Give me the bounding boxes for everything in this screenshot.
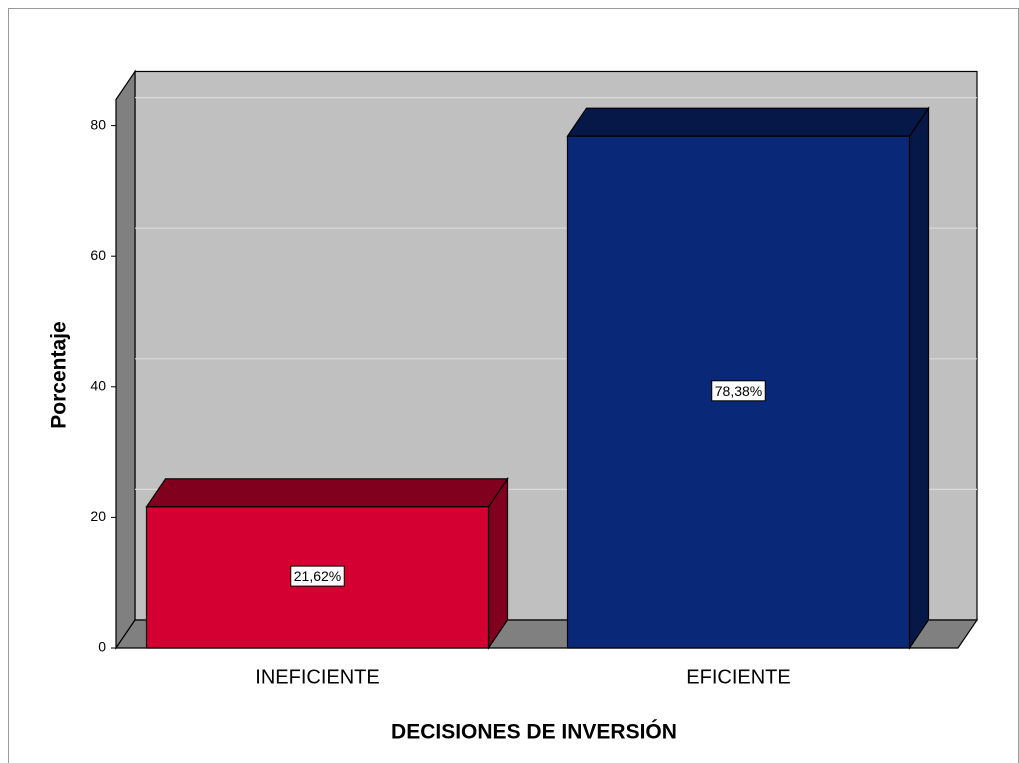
value-label: 78,38% [715, 383, 762, 399]
plot-area: 0 20 40 60 80 21,62% INEFICIENTE 78,38% EFICIENT… [90, 69, 979, 688]
y-tick-label: 0 [98, 639, 106, 655]
x-tick-label: INEFICIENTE [255, 666, 379, 688]
value-label-box [290, 565, 345, 587]
value-label-box [711, 380, 766, 402]
bar-top [566, 107, 930, 137]
x-tick-label: EFICIENTE [686, 666, 790, 688]
bar-side [487, 476, 509, 650]
y-tick-label: 20 [90, 508, 106, 524]
bar-side [908, 106, 930, 650]
y-tick-label: 40 [90, 378, 106, 394]
y-tick-label: 80 [90, 116, 106, 132]
side-wall [115, 69, 136, 650]
bar-top [145, 478, 509, 508]
y-tick-label: 60 [90, 247, 106, 263]
y-axis-title: Porcentaje [48, 321, 71, 428]
value-label: 21,62% [294, 568, 341, 584]
x-axis-title: DECISIONES DE INVERSIÓN [391, 720, 677, 744]
